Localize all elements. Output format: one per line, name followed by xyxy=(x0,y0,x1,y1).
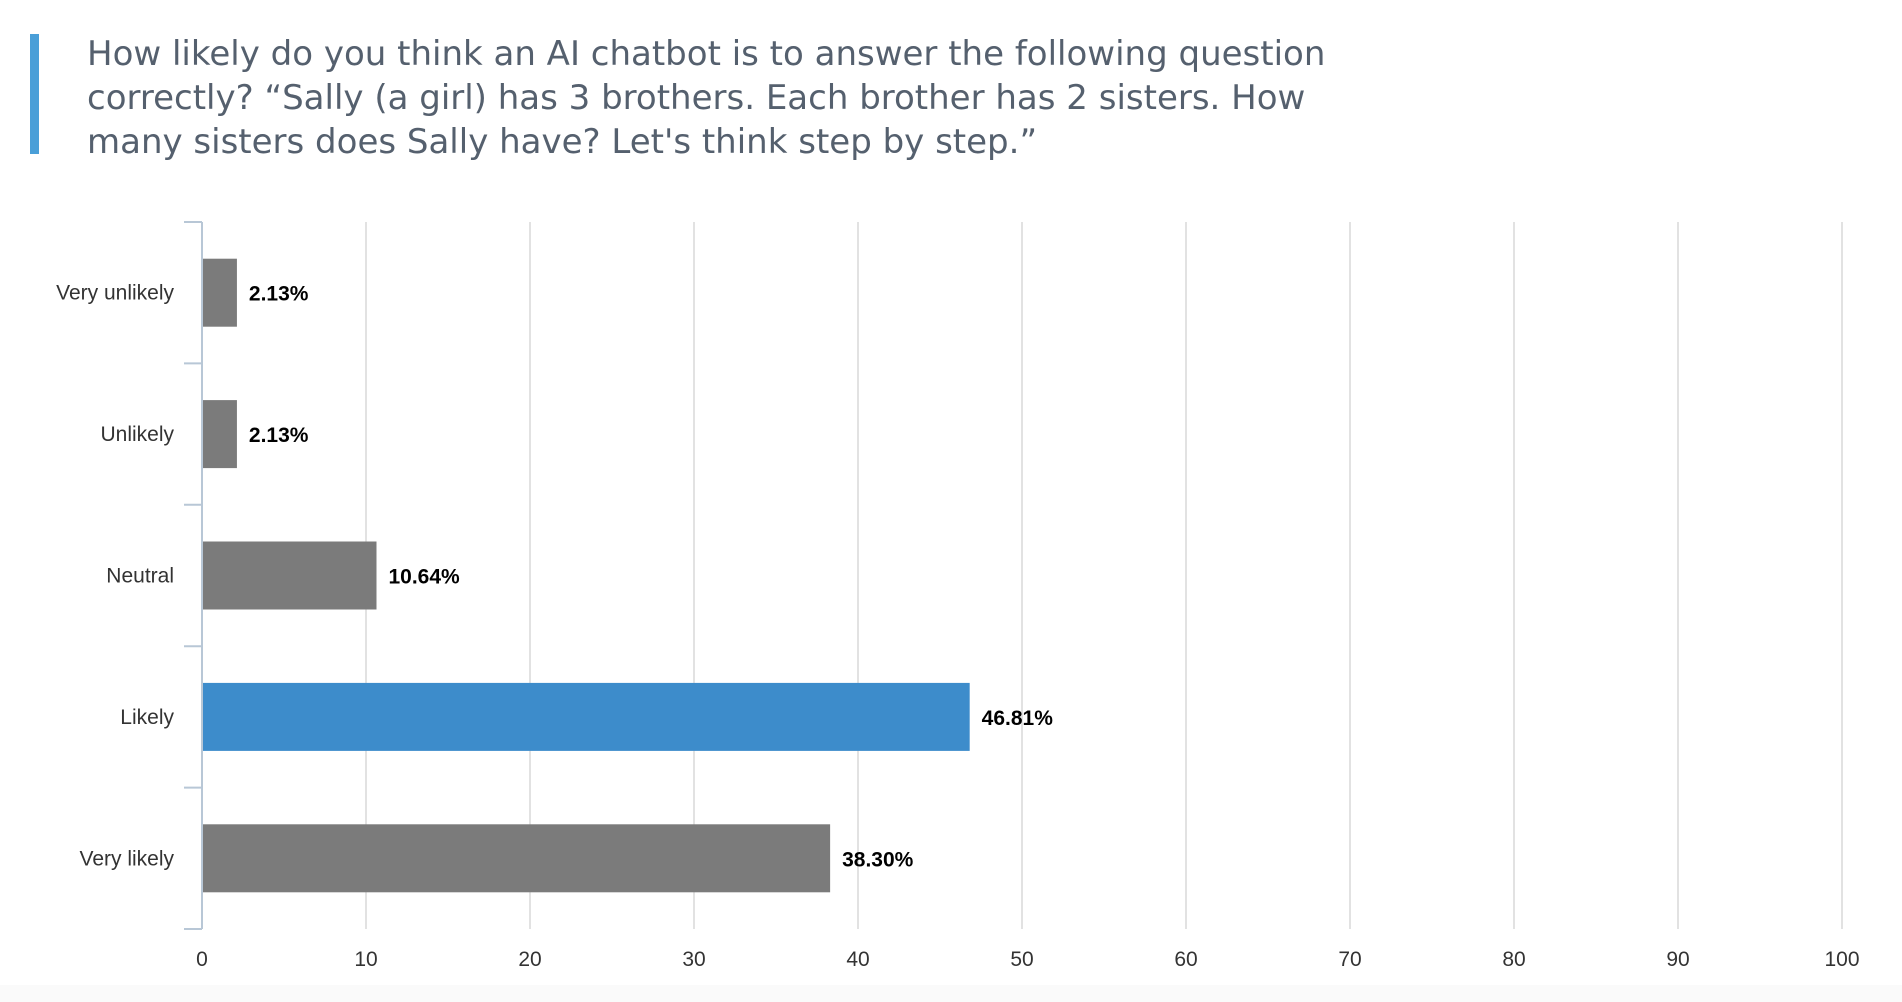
category-label: Very likely xyxy=(79,847,174,870)
bar-very-likely xyxy=(203,824,831,893)
data-label: 46.81% xyxy=(982,707,1054,730)
category-label: Likely xyxy=(120,706,174,729)
x-tick-label: 20 xyxy=(518,948,541,971)
question-title: How likely do you think an AI chatbot is… xyxy=(87,34,1326,162)
data-label: 38.30% xyxy=(842,848,914,871)
bar-likely xyxy=(203,682,970,751)
x-tick-label: 10 xyxy=(354,948,377,971)
bar-unlikely xyxy=(203,400,237,469)
x-tick-label: 0 xyxy=(196,948,208,971)
category-label: Very unlikely xyxy=(56,282,174,305)
x-tick-label: 40 xyxy=(846,948,869,971)
footer-band xyxy=(0,985,1902,1002)
x-tick-label: 60 xyxy=(1174,948,1197,971)
x-tick-label: 50 xyxy=(1010,948,1033,971)
bar-neutral xyxy=(203,541,377,610)
category-label: Neutral xyxy=(106,565,174,588)
title-accent-bar xyxy=(30,34,39,154)
bars xyxy=(203,258,970,893)
x-tick-label: 30 xyxy=(682,948,705,971)
x-tick-label: 100 xyxy=(1824,948,1859,971)
gridlines xyxy=(365,222,1843,929)
y-axis xyxy=(184,221,203,930)
bar-very-unlikely xyxy=(203,258,237,327)
data-label: 2.13% xyxy=(249,283,309,306)
x-tick-label: 80 xyxy=(1502,948,1525,971)
labels: 0 10 20 30 40 50 60 70 80 90 100 Very unlikely 2.13%… xyxy=(56,282,1859,971)
x-tick-label: 70 xyxy=(1338,948,1361,971)
category-label: Unlikely xyxy=(100,423,174,446)
x-tick-label: 90 xyxy=(1666,948,1689,971)
data-label: 2.13% xyxy=(249,424,309,447)
data-label: 10.64% xyxy=(388,566,460,589)
